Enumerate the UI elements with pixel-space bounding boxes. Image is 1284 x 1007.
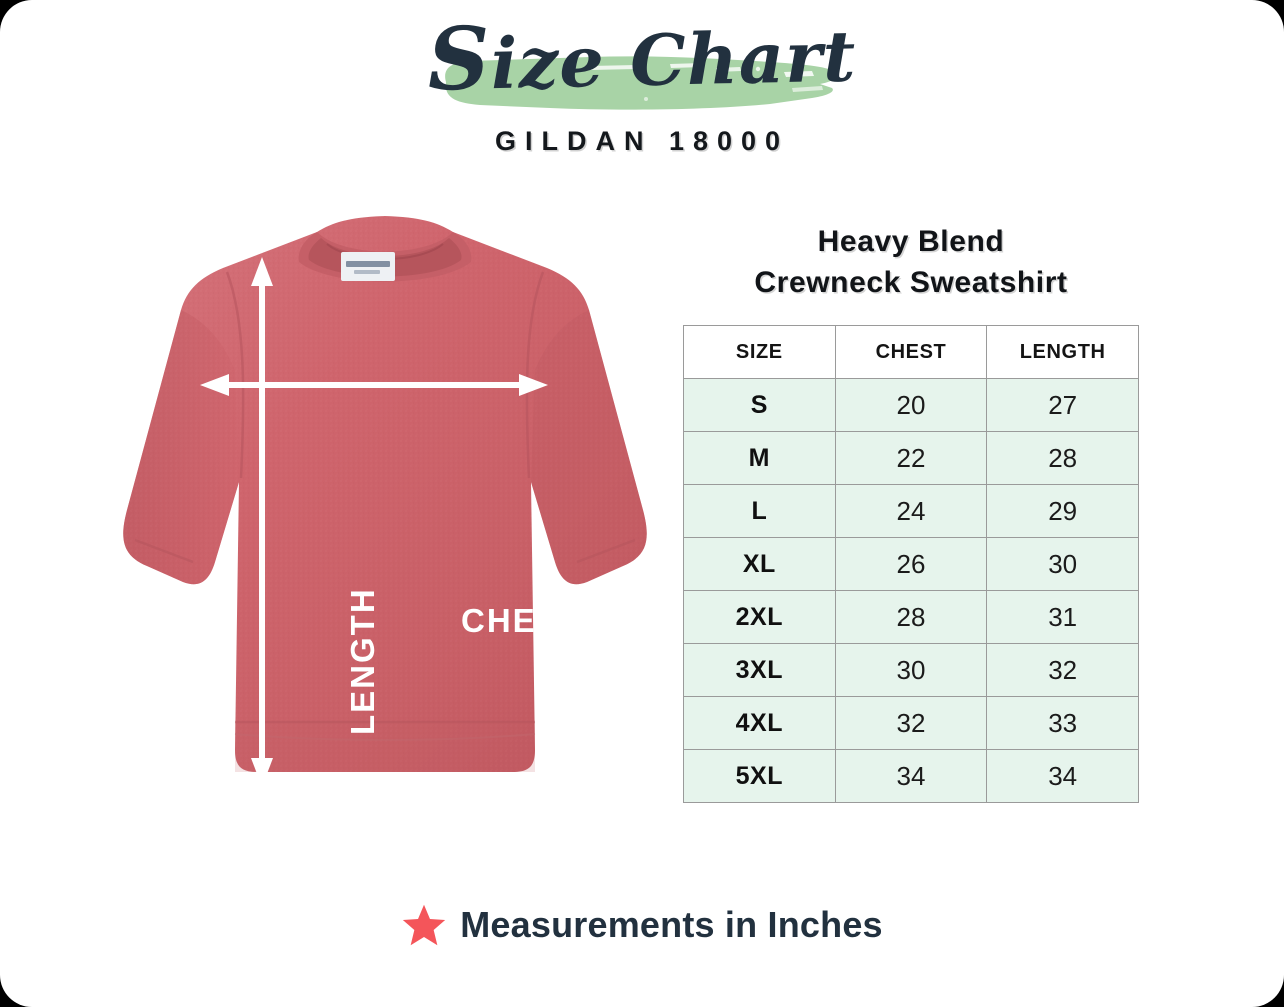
chest-dimension-label: CHEST bbox=[461, 602, 583, 639]
table-row: S 20 27 bbox=[683, 378, 1139, 432]
cell-size: S bbox=[683, 378, 836, 432]
chest-arrow-head-left bbox=[200, 374, 229, 396]
cell-chest: 22 bbox=[834, 431, 988, 485]
gildan-neck-tag bbox=[341, 252, 395, 281]
size-measurements-table: SIZE CHEST LENGTH S 20 27 M 22 28 L bbox=[683, 325, 1139, 803]
product-name: Heavy Blend Crewneck Sweatshirt bbox=[683, 222, 1139, 303]
column-header-chest: CHEST bbox=[834, 325, 988, 379]
cell-size: 5XL bbox=[683, 749, 836, 803]
cell-length: 32 bbox=[986, 643, 1139, 697]
cell-size: L bbox=[683, 484, 836, 538]
cell-size: 3XL bbox=[683, 643, 836, 697]
page-title-initial: S bbox=[426, 8, 492, 111]
page-title-rest: ize Chart bbox=[490, 14, 858, 106]
table-header-row: SIZE CHEST LENGTH bbox=[683, 325, 1139, 379]
brush-stroke-decoration bbox=[445, 56, 838, 110]
cell-chest: 20 bbox=[834, 378, 988, 432]
star-icon bbox=[403, 904, 446, 946]
measurement-units-note: Measurements in Inches bbox=[460, 904, 883, 945]
column-header-length: LENGTH bbox=[986, 325, 1139, 379]
chest-arrow-head-right bbox=[519, 374, 548, 396]
length-dimension-label: LENGTH bbox=[344, 587, 381, 735]
length-arrow-head-bottom bbox=[251, 758, 273, 787]
cell-length: 34 bbox=[986, 749, 1139, 803]
cell-chest: 26 bbox=[834, 537, 988, 591]
cell-chest: 34 bbox=[834, 749, 988, 803]
table-row: M 22 28 bbox=[683, 431, 1139, 485]
cell-size: 4XL bbox=[683, 696, 836, 750]
measurement-arrows bbox=[200, 257, 548, 787]
table-row: 4XL 32 33 bbox=[683, 696, 1139, 750]
cell-size: M bbox=[683, 431, 836, 485]
cell-size: 2XL bbox=[683, 590, 836, 644]
sweatshirt-product-image: CHEST LENGTH bbox=[95, 210, 675, 820]
product-name-line-1: Heavy Blend bbox=[817, 225, 1005, 258]
table-row: 5XL 34 34 bbox=[683, 749, 1139, 803]
footer: Measurements in Inches bbox=[0, 902, 1284, 948]
table-body: S 20 27 M 22 28 L 24 29 XL 26 30 bbox=[683, 378, 1139, 803]
length-arrow-head-top bbox=[251, 257, 273, 286]
table-row: 2XL 28 31 bbox=[683, 590, 1139, 644]
cell-chest: 30 bbox=[834, 643, 988, 697]
cell-chest: 24 bbox=[834, 484, 988, 538]
page-title: Size Chart bbox=[0, 8, 1284, 111]
table-row: L 24 29 bbox=[683, 484, 1139, 538]
sweatshirt-body bbox=[123, 216, 647, 772]
header: Size Chart GILDAN 18000 bbox=[0, 0, 1284, 180]
column-header-size: SIZE bbox=[683, 325, 836, 379]
size-table-panel: Heavy Blend Crewneck Sweatshirt SIZE CHE… bbox=[683, 222, 1139, 803]
cell-length: 30 bbox=[986, 537, 1139, 591]
cell-length: 27 bbox=[986, 378, 1139, 432]
cell-length: 29 bbox=[986, 484, 1139, 538]
table-header: SIZE CHEST LENGTH bbox=[683, 325, 1139, 379]
cell-chest: 32 bbox=[834, 696, 988, 750]
cell-length: 33 bbox=[986, 696, 1139, 750]
table-row: 3XL 30 32 bbox=[683, 643, 1139, 697]
cell-size: XL bbox=[683, 537, 836, 591]
cell-length: 28 bbox=[986, 431, 1139, 485]
cell-chest: 28 bbox=[834, 590, 988, 644]
product-name-line-2: Crewneck Sweatshirt bbox=[754, 265, 1068, 299]
product-style-number: GILDAN 18000 bbox=[494, 126, 790, 156]
sweatshirt-illustration bbox=[123, 216, 647, 787]
table-row: XL 26 30 bbox=[683, 537, 1139, 591]
cell-length: 31 bbox=[986, 590, 1139, 644]
